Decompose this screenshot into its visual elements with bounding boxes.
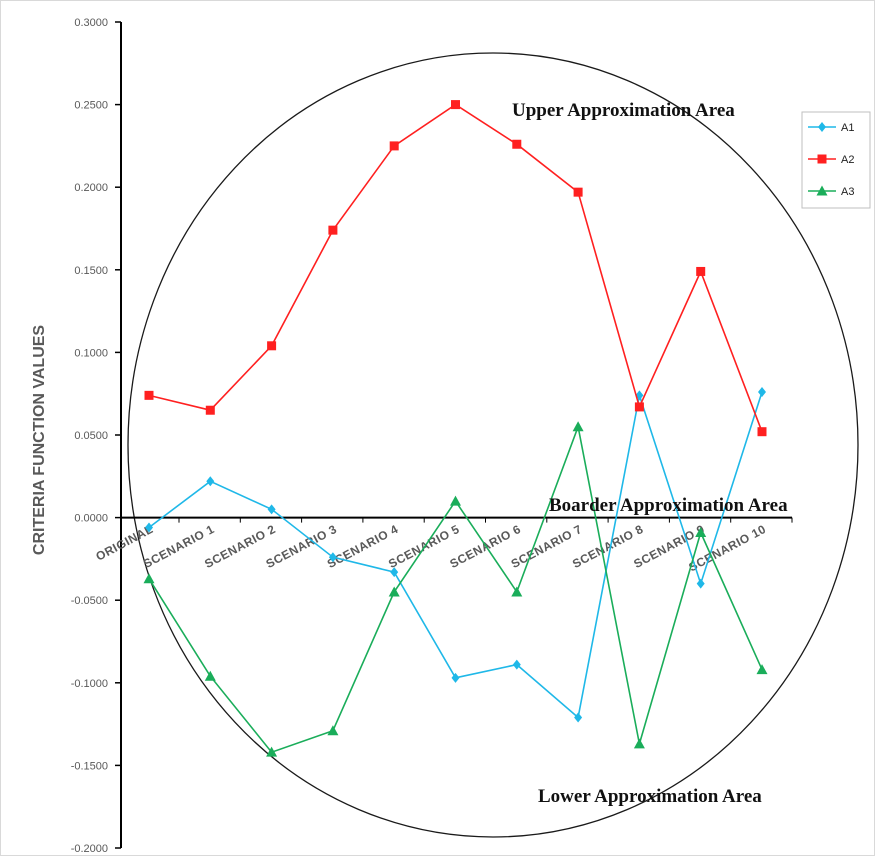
y-tick-label: -0.0500 (71, 595, 108, 607)
data-point-a3 (204, 670, 216, 681)
data-point-a2 (757, 427, 767, 437)
data-point-a1 (696, 578, 705, 589)
border-area-annotation: Boarder Approximation Area (549, 495, 788, 516)
y-tick-label: 0.1500 (74, 265, 108, 277)
data-point-a3 (388, 586, 400, 597)
y-tick-label: 0.1000 (74, 347, 108, 359)
series-line-a3 (148, 423, 763, 754)
legend-box (801, 111, 871, 209)
series-a3 (143, 421, 768, 757)
data-point-a3 (572, 421, 584, 432)
series-a2 (144, 100, 767, 437)
data-point-a1 (758, 387, 766, 398)
data-point-a3 (327, 725, 339, 736)
data-point-a3 (143, 573, 155, 584)
data-point-a3 (756, 664, 768, 675)
data-point-a1 (267, 504, 276, 515)
data-point-a1 (574, 712, 583, 723)
legend-marker-a3 (816, 185, 828, 196)
lower-area-annotation: Lower Approximation Area (538, 786, 762, 807)
data-point-a2 (328, 225, 338, 235)
legend: A1 A2 A3 (801, 111, 871, 209)
legend-marker-a2 (817, 154, 827, 164)
approximation-ellipse (127, 52, 859, 838)
y-tick-label: -0.1000 (71, 678, 108, 690)
legend-marker-a1 (818, 122, 826, 132)
data-point-a2 (696, 266, 706, 276)
data-point-a1 (328, 552, 337, 563)
data-point-a2 (634, 402, 644, 412)
data-point-a1 (390, 567, 399, 578)
data-point-a1 (451, 672, 460, 683)
legend-label-a1: A1 (841, 122, 854, 134)
data-point-a3 (450, 495, 461, 506)
data-point-a2 (451, 100, 460, 110)
data-point-a3 (511, 586, 523, 597)
data-point-a1 (206, 476, 215, 487)
data-point-a3 (695, 526, 707, 537)
data-point-a2 (267, 341, 277, 351)
y-tick-label: -0.2000 (71, 843, 108, 855)
data-point-a3 (633, 738, 645, 749)
legend-label-a2: A2 (841, 154, 854, 166)
data-point-a2 (573, 187, 583, 197)
data-point-a2 (512, 139, 522, 149)
legend-label-a3: A3 (841, 186, 854, 198)
data-point-a2 (389, 141, 399, 151)
y-tick-label: -0.1500 (71, 760, 108, 772)
y-tick-label: 0.3000 (74, 17, 108, 29)
data-point-a1 (512, 659, 521, 670)
upper-area-annotation: Upper Approximation Area (512, 100, 735, 121)
data-point-a2 (144, 390, 154, 400)
y-tick-label: 0.2000 (74, 182, 108, 194)
y-axis-label: CRITERIA FUNCTION VALUES (31, 325, 48, 556)
y-tick-label: 0.0500 (74, 430, 108, 442)
series-line-a2 (148, 103, 763, 432)
data-point-a2 (205, 405, 215, 415)
y-tick-label: 0.0000 (74, 513, 108, 525)
data-point-a3 (266, 746, 278, 757)
series-a1 (145, 387, 766, 723)
data-point-a1 (145, 522, 153, 533)
y-tick-label: 0.2500 (74, 100, 108, 112)
